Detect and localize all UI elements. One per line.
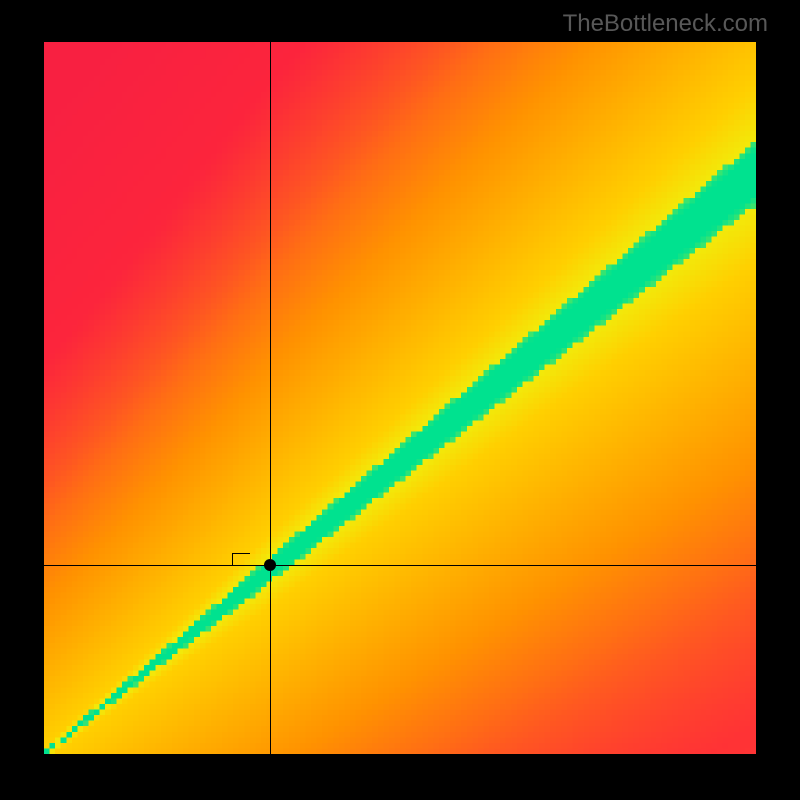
- crosshair-step-drop: [232, 553, 233, 566]
- crosshair-step-notch: [232, 553, 250, 554]
- crosshair-horizontal: [44, 565, 756, 566]
- figure-root: TheBottleneck.com: [0, 0, 800, 800]
- watermark-label: TheBottleneck.com: [563, 10, 768, 38]
- crosshair-marker-dot: [264, 559, 276, 571]
- heatmap-plot: [44, 42, 756, 754]
- crosshair-vertical: [270, 42, 271, 754]
- heatmap-canvas: [44, 42, 756, 754]
